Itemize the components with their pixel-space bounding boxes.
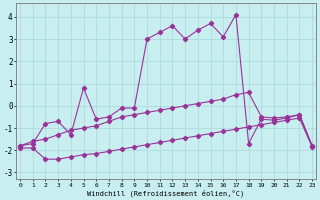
X-axis label: Windchill (Refroidissement éolien,°C): Windchill (Refroidissement éolien,°C) [87,189,245,197]
